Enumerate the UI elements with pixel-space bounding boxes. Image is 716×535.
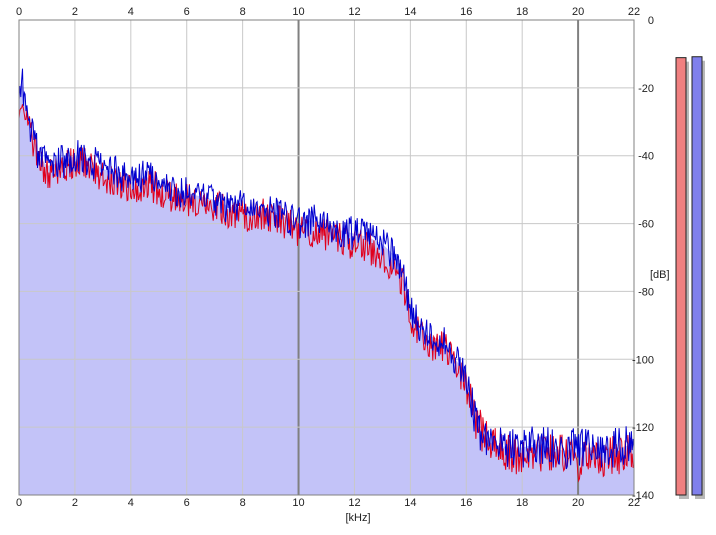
x-tick-label-bottom: 16	[460, 497, 472, 509]
x-tick-label-bottom: 8	[240, 497, 246, 509]
x-tick-label-bottom: 18	[516, 497, 528, 509]
y-tick-label: -80	[638, 286, 654, 298]
x-tick-label-top: 6	[184, 6, 190, 18]
x-tick-label-top: 2	[72, 6, 78, 18]
x-tick-label-top: 8	[240, 6, 246, 18]
series-right-line	[18, 68, 635, 470]
x-tick-label-bottom: 6	[184, 497, 190, 509]
y-tick-label: -120	[632, 422, 654, 434]
level-meter-right	[691, 56, 703, 496]
y-tick-label: -20	[638, 83, 654, 95]
x-axis-unit-label: [kHz]	[345, 512, 370, 524]
x-tick-label-top: 10	[292, 6, 304, 18]
y-tick-label: -40	[638, 151, 654, 163]
x-tick-label-bottom: 0	[16, 497, 22, 509]
y-tick-label: -60	[638, 219, 654, 231]
x-tick-label-top: 16	[460, 6, 472, 18]
level-meter-left	[675, 57, 687, 496]
x-tick-label-top: 14	[404, 6, 416, 18]
y-axis-unit-label: [dB]	[650, 269, 670, 281]
x-tick-label-bottom: 20	[572, 497, 584, 509]
x-tick-labels-top: 0 2 4 6 8 10 12 14 16 18 20 22	[16, 6, 640, 18]
y-tick-label: 0	[648, 15, 654, 27]
x-tick-label-top: 20	[572, 6, 584, 18]
series-lines	[18, 68, 635, 483]
level-meters	[675, 56, 705, 499]
x-tick-label-bottom: 4	[128, 497, 134, 509]
x-tick-label-bottom: 10	[292, 497, 304, 509]
x-tick-label-bottom: 2	[72, 497, 78, 509]
x-tick-label-top: 4	[128, 6, 134, 18]
x-tick-label-bottom: 12	[348, 497, 360, 509]
x-tick-label-top: 0	[16, 6, 22, 18]
spectrum-area-fill	[19, 82, 634, 496]
plot-frame	[18, 19, 635, 496]
y-tick-label: -140	[632, 490, 654, 502]
x-tick-labels-bottom: 0 2 4 6 8 10 12 14 16 18 20 22	[16, 497, 640, 509]
x-tick-label-top: 22	[628, 6, 640, 18]
x-tick-label-top: 12	[348, 6, 360, 18]
y-tick-label: -100	[632, 354, 654, 366]
x-tick-label-top: 18	[516, 6, 528, 18]
spectrum-fill-area	[19, 82, 634, 496]
x-tick-label-bottom: 22	[628, 497, 640, 509]
x-tick-label-bottom: 14	[404, 497, 416, 509]
y-tick-labels: 0 -20 -40 -60 -80 -100 -120 -140	[632, 15, 654, 502]
